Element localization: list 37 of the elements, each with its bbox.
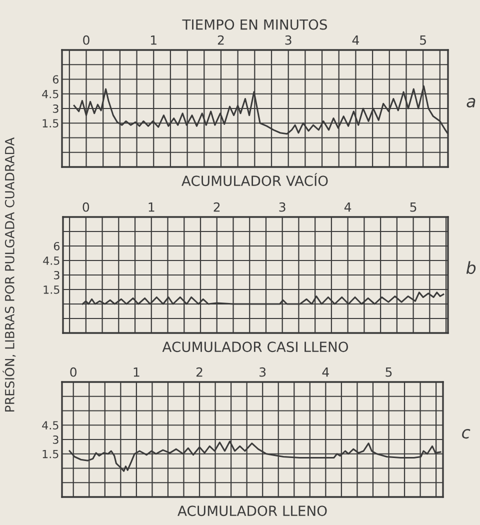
text: c [462, 429, 470, 439]
y-tick-label: 3 [54, 270, 60, 280]
chart-title: TIEMPO EN MINUTOS [182, 19, 327, 30]
x-tick-label: 0 [70, 367, 76, 377]
x-tick-label: 2 [218, 35, 224, 45]
x-tick-label: 1 [134, 368, 140, 377]
x-tick-label: 5 [386, 368, 392, 377]
y-tick-label: 4.5 [43, 256, 60, 265]
y-axis-title: PRESIÓN, LIBRAS POR PULGADA CUADRADA [2, 137, 16, 412]
y-tick-label: 1.5 [42, 119, 58, 128]
x-tick-label: 5 [420, 36, 426, 45]
x-tick-label: 0 [83, 35, 90, 45]
x-tick-label: 1 [148, 202, 154, 212]
y-tick-label: 3 [53, 104, 58, 113]
x-tick-label: 3 [285, 35, 292, 45]
x-tick-label: 2 [214, 202, 220, 212]
x-tick-label: 2 [196, 367, 202, 377]
y-tick-label: 1.5 [44, 286, 60, 294]
y-tick-label: 4.5 [42, 90, 58, 98]
x-axis-title: ACUMULADOR VACÍO [182, 173, 328, 186]
y-tick-label: 4.5 [42, 421, 58, 430]
x-tick-label: 3 [279, 202, 286, 212]
x-axis-title: ACUMULADOR CASI LLENO [162, 342, 348, 352]
x-tick-label: 0 [82, 202, 90, 212]
x-tick-label: 4 [344, 202, 352, 212]
x-tick-label: 4 [352, 36, 359, 45]
text: a [466, 98, 476, 108]
x-axis-title: ACUMULADOR LLENO [178, 506, 327, 516]
x-tick-label: 4 [322, 368, 329, 377]
y-tick-label: 3 [53, 435, 58, 444]
y-tick-label: 6 [52, 75, 59, 84]
y-tick-label: 1.5 [42, 450, 58, 458]
x-tick-label: 5 [410, 202, 416, 212]
y-tick-label: 6 [54, 242, 60, 250]
text: b [466, 261, 476, 274]
x-tick-label: 1 [151, 36, 156, 45]
x-tick-label: 3 [260, 367, 266, 377]
